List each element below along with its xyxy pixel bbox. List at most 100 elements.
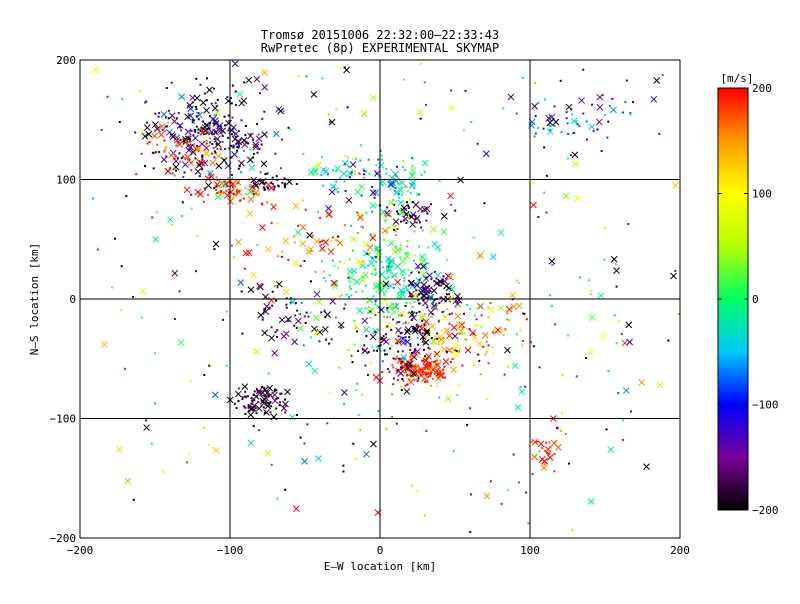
scatter-point-x bbox=[600, 332, 607, 340]
scatter-point-x bbox=[189, 94, 196, 102]
scatter-point-dot bbox=[267, 404, 270, 407]
scatter-point-dot bbox=[363, 173, 366, 176]
scatter-point-dot bbox=[483, 202, 486, 205]
scatter-point-x bbox=[259, 397, 267, 405]
scatter-point-dot bbox=[445, 350, 448, 353]
scatter-point-dot bbox=[487, 316, 490, 319]
scatter-point-dot bbox=[125, 195, 128, 198]
scatter-point-x bbox=[434, 271, 442, 279]
scatter-point-dot bbox=[436, 373, 439, 376]
scatter-point-dot bbox=[230, 156, 233, 159]
scatter-point-x bbox=[653, 77, 661, 84]
scatter-point-dot bbox=[268, 402, 271, 405]
scatter-point-dot bbox=[603, 227, 606, 230]
scatter-point-x bbox=[350, 235, 357, 243]
scatter-point-dot bbox=[415, 193, 418, 196]
scatter-point-x bbox=[173, 136, 181, 144]
scatter-point-dot bbox=[411, 484, 414, 487]
scatter-point-dot bbox=[414, 217, 417, 220]
scatter-point-x bbox=[231, 151, 238, 158]
scatter-point-dot bbox=[283, 186, 286, 189]
scatter-point-dot bbox=[582, 112, 585, 115]
scatter-point-dot bbox=[258, 147, 261, 150]
scatter-point-dot bbox=[601, 94, 604, 97]
scatter-point-dot bbox=[337, 266, 340, 269]
scatter-point-dot bbox=[405, 222, 408, 225]
scatter-point-dot bbox=[349, 225, 352, 228]
scatter-point-dot bbox=[204, 123, 207, 126]
scatter-point-dot bbox=[141, 129, 144, 132]
scatter-point-x bbox=[324, 311, 331, 318]
scatter-point-dot bbox=[208, 124, 211, 127]
scatter-point-dot bbox=[235, 406, 238, 409]
scatter-point-dot bbox=[344, 154, 347, 157]
scatter-point-dot bbox=[433, 270, 436, 273]
scatter-point-dot bbox=[266, 201, 269, 204]
scatter-point-dot bbox=[213, 187, 216, 190]
scatter-point-x bbox=[385, 267, 393, 275]
scatter-point-dot bbox=[298, 313, 301, 316]
scatter-point-dot bbox=[135, 173, 138, 176]
scatter-point-x bbox=[361, 347, 369, 355]
scatter-point-dot bbox=[245, 193, 248, 196]
scatter-point-x bbox=[384, 321, 392, 329]
scatter-point-x bbox=[263, 303, 271, 310]
scatter-point-dot bbox=[264, 173, 267, 176]
scatter-point-x bbox=[363, 326, 370, 333]
scatter-point-dot bbox=[201, 156, 204, 159]
scatter-point-x bbox=[441, 313, 449, 321]
scatter-point-dot bbox=[297, 75, 300, 78]
scatter-point-x bbox=[355, 257, 362, 265]
scatter-point-dot bbox=[445, 293, 448, 296]
scatter-point-dot bbox=[605, 428, 608, 431]
scatter-point-dot bbox=[394, 191, 397, 194]
scatter-point-dot bbox=[289, 128, 292, 131]
scatter-point-dot bbox=[347, 156, 350, 159]
scatter-point-dot bbox=[416, 295, 419, 298]
scatter-point-dot bbox=[596, 128, 599, 131]
scatter-point-x bbox=[404, 326, 412, 333]
scatter-point-dot bbox=[432, 301, 435, 304]
scatter-point-dot bbox=[371, 210, 374, 213]
scatter-point-dot bbox=[202, 133, 205, 136]
scatter-point-dot bbox=[486, 398, 489, 401]
scatter-point-dot bbox=[179, 160, 182, 163]
scatter-point-x bbox=[401, 215, 409, 223]
scatter-point-dot bbox=[543, 463, 546, 466]
scatter-point-dot bbox=[375, 298, 378, 301]
scatter-point-dot bbox=[375, 261, 378, 264]
scatter-point-dot bbox=[357, 350, 360, 353]
scatter-point-dot bbox=[417, 324, 420, 327]
scatter-point-dot bbox=[515, 112, 518, 115]
scatter-point-dot bbox=[531, 181, 534, 184]
scatter-point-dot bbox=[120, 308, 123, 311]
scatter-point-dot bbox=[546, 449, 549, 452]
scatter-point-x bbox=[625, 321, 633, 329]
scatter-point-dot bbox=[571, 529, 574, 532]
scatter-point-dot bbox=[285, 306, 288, 309]
scatter-point-dot bbox=[381, 184, 384, 187]
scatter-point-dot bbox=[392, 286, 395, 289]
scatter-point-dot bbox=[406, 374, 409, 377]
scatter-point-x bbox=[410, 325, 418, 333]
scatter-point-dot bbox=[189, 138, 192, 141]
scatter-point-dot bbox=[247, 395, 250, 398]
scatter-point-dot bbox=[400, 186, 403, 189]
scatter-point-dot bbox=[415, 365, 418, 368]
scatter-point-dot bbox=[335, 107, 338, 110]
scatter-point-dot bbox=[529, 341, 532, 344]
scatter-point-dot bbox=[397, 335, 400, 338]
scatter-point-x bbox=[181, 161, 189, 168]
scatter-point-dot bbox=[223, 124, 226, 127]
scatter-point-dot bbox=[410, 283, 413, 286]
scatter-point-x bbox=[450, 366, 457, 374]
scatter-point-x bbox=[230, 124, 238, 131]
scatter-point-dot bbox=[273, 388, 276, 391]
scatter-point-dot bbox=[377, 329, 380, 332]
scatter-point-x bbox=[235, 189, 243, 196]
scatter-point-dot bbox=[396, 228, 399, 231]
scatter-point-x bbox=[271, 391, 278, 399]
scatter-point-dot bbox=[403, 277, 406, 280]
scatter-point-dot bbox=[417, 377, 420, 380]
scatter-point-x bbox=[297, 325, 304, 332]
